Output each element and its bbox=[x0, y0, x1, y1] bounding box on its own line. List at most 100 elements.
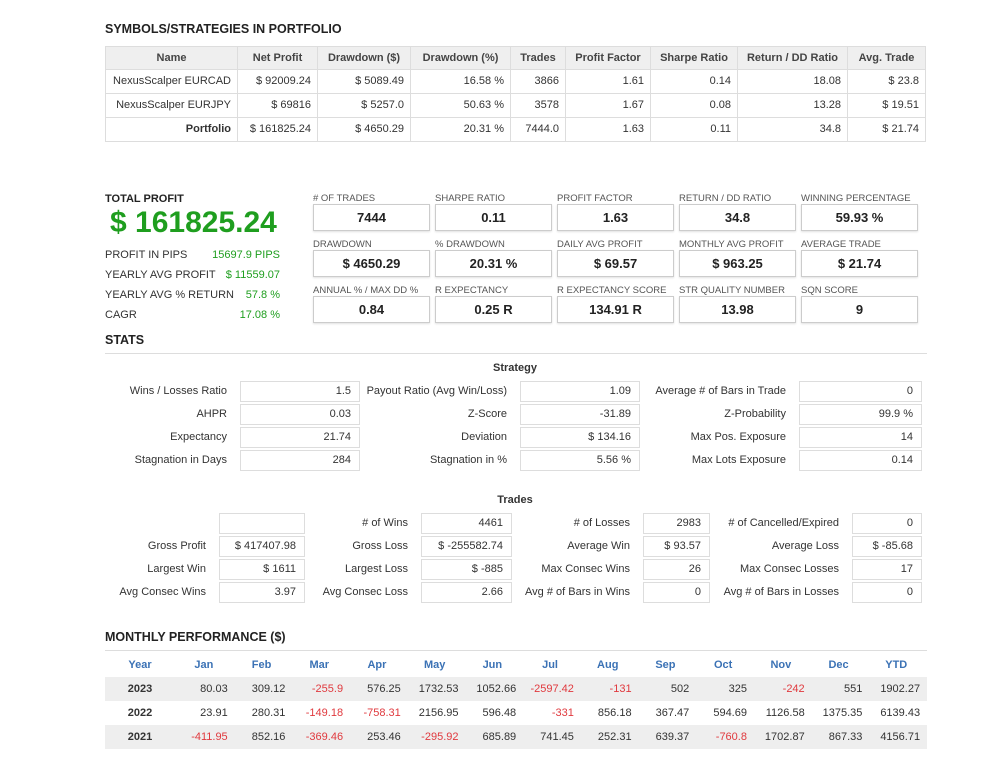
stat-value: 14 bbox=[799, 427, 922, 448]
metric-label: % DRAWDOWN bbox=[435, 239, 505, 250]
row-background bbox=[105, 677, 927, 701]
table-cell: 3866 bbox=[510, 69, 566, 94]
metric-value: $ 963.25 bbox=[679, 250, 796, 277]
stat-label: Max Consec Losses bbox=[739, 563, 839, 575]
table-cell: $ 23.8 bbox=[847, 69, 926, 94]
profit-item-value: 17.08 % bbox=[239, 309, 280, 321]
month-value: 4156.71 bbox=[880, 731, 921, 743]
metric-label: STR QUALITY NUMBER bbox=[679, 285, 785, 296]
table-cell: 0.14 bbox=[650, 69, 738, 94]
month-header: Oct bbox=[713, 659, 733, 671]
metric-value: 0.25 R bbox=[435, 296, 552, 323]
table-cell: 34.8 bbox=[737, 117, 848, 142]
profit-item-value: 15697.9 PIPS bbox=[212, 249, 280, 261]
row-background bbox=[105, 725, 927, 749]
table-cell: 7444.0 bbox=[510, 117, 566, 142]
table-cell: $ 21.74 bbox=[847, 117, 926, 142]
table-cell: NexusScalper EURJPY bbox=[105, 93, 238, 118]
stat-value: 1.09 bbox=[520, 381, 640, 402]
month-value: 253.46 bbox=[367, 731, 401, 743]
month-value: -255.9 bbox=[311, 683, 344, 695]
metric-value: 134.91 R bbox=[557, 296, 674, 323]
row-background bbox=[105, 701, 927, 725]
divider bbox=[105, 650, 927, 651]
month-value: 1902.27 bbox=[880, 683, 921, 695]
stat-label: Stagnation in % bbox=[429, 454, 507, 466]
month-value: 1732.53 bbox=[418, 683, 459, 695]
stat-label: # of Cancelled/Expired bbox=[728, 517, 839, 529]
stat-value: 284 bbox=[240, 450, 360, 471]
month-value: -760.8 bbox=[715, 731, 747, 743]
month-value: 1702.87 bbox=[764, 731, 805, 743]
subsection-title: Strategy bbox=[492, 362, 538, 374]
stat-value: 0.14 bbox=[799, 450, 922, 471]
month-value: 741.45 bbox=[540, 731, 574, 743]
table-header: Drawdown ($) bbox=[317, 46, 411, 70]
profit-item-value: $ 11559.07 bbox=[225, 269, 280, 281]
month-value: 1126.58 bbox=[765, 707, 805, 719]
table-header: Return / DD Ratio bbox=[737, 46, 848, 70]
month-value: 325 bbox=[728, 683, 747, 695]
month-value: 867.33 bbox=[828, 731, 863, 743]
month-header: Jun bbox=[482, 659, 503, 671]
table-cell: Portfolio bbox=[105, 117, 238, 142]
month-value: -2597.42 bbox=[530, 683, 574, 695]
stat-label: Deviation bbox=[461, 431, 507, 443]
stat-label: Gross Profit bbox=[147, 540, 206, 552]
month-value: 280.31 bbox=[251, 707, 286, 719]
month-value: 309.12 bbox=[251, 683, 286, 695]
stat-label: Expectancy bbox=[170, 431, 227, 443]
month-value: 502 bbox=[670, 683, 690, 695]
table-header: Net Profit bbox=[237, 46, 318, 70]
metric-value: 9 bbox=[801, 296, 918, 323]
total-profit-value: $ 161825.24 bbox=[110, 206, 277, 239]
month-value: -331 bbox=[551, 707, 574, 719]
metric-value: $ 4650.29 bbox=[313, 250, 430, 277]
metric-label: R EXPECTANCY SCORE bbox=[557, 285, 667, 296]
metric-value: 7444 bbox=[313, 204, 430, 231]
stat-label: Gross Loss bbox=[352, 540, 408, 552]
metric-label: MONTHLY AVG PROFIT bbox=[679, 239, 784, 250]
month-value: -369.46 bbox=[305, 731, 344, 743]
metric-label: SHARPE RATIO bbox=[435, 193, 506, 204]
month-header: Jul bbox=[542, 659, 558, 671]
metric-value: 13.98 bbox=[679, 296, 796, 323]
stat-value: 0 bbox=[852, 513, 922, 534]
table-cell: $ 69816 bbox=[237, 93, 318, 118]
table-cell: 0.11 bbox=[650, 117, 738, 142]
month-header: Apr bbox=[367, 659, 387, 671]
stat-label: Average # of Bars in Trade bbox=[655, 385, 786, 397]
section-title: MONTHLY PERFORMANCE ($) bbox=[105, 630, 286, 644]
month-value: 594.69 bbox=[713, 707, 747, 719]
metric-label: PROFIT FACTOR bbox=[557, 193, 633, 204]
stat-value: $ 134.16 bbox=[520, 427, 640, 448]
stat-label: Avg Consec Loss bbox=[322, 586, 408, 598]
table-header: Trades bbox=[510, 46, 566, 70]
month-value: -242 bbox=[782, 683, 805, 695]
month-value: 639.37 bbox=[655, 731, 690, 743]
table-cell: 16.58 % bbox=[410, 69, 511, 94]
section-title: STATS bbox=[105, 333, 145, 347]
month-value: 685.89 bbox=[482, 731, 517, 743]
stat-value bbox=[219, 513, 305, 534]
stat-label: Z-Score bbox=[467, 408, 507, 420]
profit-item-label: YEARLY AVG PROFIT bbox=[105, 269, 216, 281]
month-value: 852.16 bbox=[251, 731, 286, 743]
month-header: Year bbox=[128, 659, 152, 671]
divider bbox=[105, 353, 927, 354]
stat-label: Wins / Losses Ratio bbox=[129, 385, 227, 397]
year-cell: 2021 bbox=[127, 731, 153, 743]
month-header: YTD bbox=[885, 659, 908, 671]
stat-value: 3.97 bbox=[219, 582, 305, 603]
table-header: Name bbox=[105, 46, 238, 70]
table-cell: NexusScalper EURCAD bbox=[105, 69, 238, 94]
table-header: Profit Factor bbox=[565, 46, 651, 70]
metric-label: AVERAGE TRADE bbox=[801, 239, 881, 250]
table-cell: 1.61 bbox=[565, 69, 651, 94]
stat-value: $ 1611 bbox=[219, 559, 305, 580]
stat-label: Z-Probability bbox=[724, 408, 786, 420]
stat-label: Largest Win bbox=[147, 563, 206, 575]
table-cell: 13.28 bbox=[737, 93, 848, 118]
metric-label: DRAWDOWN bbox=[313, 239, 372, 250]
